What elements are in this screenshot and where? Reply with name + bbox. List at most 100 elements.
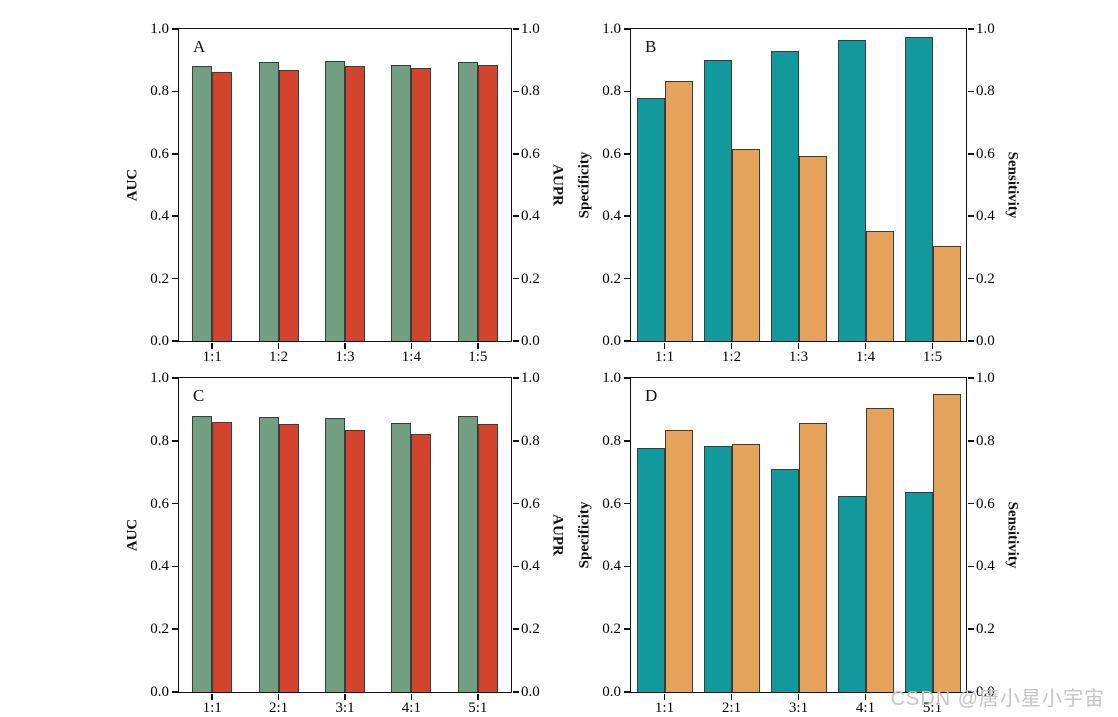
x-tick-label: 4:1 — [855, 700, 876, 716]
x-tick-label: 4:1 — [401, 700, 421, 716]
y-tick-label-right: 0.2 — [976, 270, 995, 287]
left-axis-title: AUC — [124, 168, 141, 202]
y-tick-label-left: 0.4 — [150, 208, 169, 225]
y-tick-mark-left — [623, 502, 630, 505]
y-tick-label-right: 0.4 — [976, 208, 995, 225]
y-tick-mark-left — [623, 440, 630, 442]
bar-sensitivity-3:1 — [798, 422, 827, 692]
y-tick-mark-right — [967, 565, 974, 568]
y-tick-label-right: 0.8 — [976, 83, 995, 100]
bar-auc-1:2 — [258, 62, 279, 341]
x-tick-label: 1:5 — [922, 349, 943, 365]
bar-aupr-1:5 — [477, 64, 498, 341]
x-tick-mark — [730, 693, 733, 700]
y-tick-mark-left — [171, 502, 178, 505]
y-tick-mark-left — [623, 565, 630, 568]
bar-specificity-1:1 — [636, 447, 665, 692]
y-tick-label-left: 0.6 — [602, 495, 621, 512]
bar-auc-4:1 — [391, 422, 412, 692]
x-tick-label: 3:1 — [335, 700, 355, 716]
bar-sensitivity-1:1 — [664, 430, 693, 692]
bar-auc-1:3 — [325, 60, 345, 341]
y-tick-mark-right — [512, 565, 519, 568]
bar-auc-1:5 — [457, 61, 478, 341]
y-tick-label-right: 1.0 — [521, 21, 540, 37]
y-tick-label-left: 0.0 — [602, 333, 621, 349]
panel-a-plot: 0.0 0.0 0.2 0.2 0.4 0.4 0.6 0.6 0.8 0.8 1.0 1.0 1:1 1… — [125, 21, 566, 365]
bar-sensitivity-2:1 — [731, 443, 760, 692]
y-tick-mark-left — [623, 215, 630, 217]
x-tick-label: 3:1 — [788, 700, 809, 716]
y-tick-mark-right — [512, 377, 519, 379]
x-tick-mark — [344, 342, 346, 349]
y-tick-mark-right — [512, 340, 519, 342]
x-tick-mark — [211, 342, 213, 349]
x-tick-label: 1:5 — [468, 349, 488, 365]
y-tick-mark-left — [623, 90, 630, 93]
y-tick-mark-left — [171, 340, 178, 342]
y-tick-label-right: 0.4 — [976, 558, 995, 575]
panel-letter-b: B — [645, 37, 657, 56]
y-tick-mark-right — [967, 277, 974, 280]
y-tick-mark-right — [512, 28, 519, 30]
y-tick-mark-left — [171, 90, 178, 93]
x-tick-label: 2:1 — [269, 700, 289, 716]
bar-sensitivity-1:2 — [731, 148, 760, 341]
y-tick-label-right: 0.2 — [521, 621, 540, 638]
x-tick-label: 1:1 — [654, 349, 675, 365]
y-tick-label-left: 0.8 — [150, 432, 169, 449]
y-tick-label-right: 0.0 — [521, 684, 540, 700]
x-tick-label: 5:1 — [922, 700, 943, 716]
bar-specificity-1:2 — [703, 59, 732, 341]
x-tick-mark — [931, 693, 934, 700]
y-tick-mark-right — [967, 28, 974, 30]
bar-aupr-1:1 — [212, 422, 233, 692]
y-tick-label-left: 0.6 — [602, 145, 621, 162]
watermark: CSDN @唐小星小宇宙 — [890, 688, 1105, 710]
x-tick-mark — [663, 693, 666, 700]
x-tick-mark — [864, 342, 867, 349]
x-tick-label: 5:1 — [468, 700, 488, 716]
y-tick-mark-left — [623, 340, 630, 342]
y-tick-label-left: 0.0 — [150, 333, 169, 349]
x-tick-mark — [277, 693, 280, 700]
y-tick-label-left: 0.6 — [150, 495, 169, 512]
y-tick-label-left: 0.8 — [602, 432, 621, 449]
y-tick-label-left: 0.8 — [602, 83, 621, 100]
y-tick-label-right: 0.2 — [521, 270, 540, 287]
left-axis-title: Specificity — [576, 501, 593, 569]
y-tick-mark-left — [171, 440, 178, 442]
y-tick-mark-right — [967, 502, 974, 505]
panel-d-plot: 0.0 0.0 0.2 0.2 0.4 0.4 0.6 0.6 0.8 0.8 1.0 1.0 1:1 2… — [577, 370, 1021, 716]
x-tick-mark — [477, 342, 479, 349]
y-tick-mark-left — [623, 377, 630, 379]
y-tick-label-left: 0.8 — [150, 83, 169, 100]
y-tick-mark-left — [623, 277, 630, 280]
bar-sensitivity-1:5 — [932, 245, 961, 341]
x-tick-mark — [344, 693, 346, 700]
bar-sensitivity-5:1 — [932, 394, 961, 692]
x-tick-mark — [931, 342, 934, 349]
y-tick-mark-left — [171, 215, 178, 217]
y-tick-mark-left — [623, 691, 630, 693]
y-tick-mark-left — [171, 377, 178, 379]
bar-sensitivity-1:4 — [865, 230, 894, 341]
bar-aupr-1:2 — [278, 70, 299, 341]
y-tick-label-left: 1.0 — [150, 370, 169, 386]
y-tick-label-left: 0.2 — [150, 621, 169, 638]
y-tick-mark-right — [512, 628, 519, 630]
y-tick-label-left: 0.6 — [150, 145, 169, 162]
y-tick-mark-right — [512, 215, 519, 217]
bar-auc-5:1 — [457, 416, 478, 692]
right-axis-title: AUPR — [549, 164, 566, 206]
y-tick-label-left: 0.0 — [602, 684, 621, 700]
x-tick-mark — [663, 342, 666, 349]
bar-auc-1:1 — [192, 415, 213, 692]
bar-specificity-3:1 — [770, 469, 799, 692]
y-tick-label-right: 0.8 — [976, 432, 995, 449]
y-tick-label-left: 1.0 — [150, 21, 169, 37]
y-tick-label-left: 0.0 — [150, 684, 169, 700]
x-tick-label: 1:3 — [788, 349, 809, 365]
x-tick-mark — [730, 342, 733, 349]
